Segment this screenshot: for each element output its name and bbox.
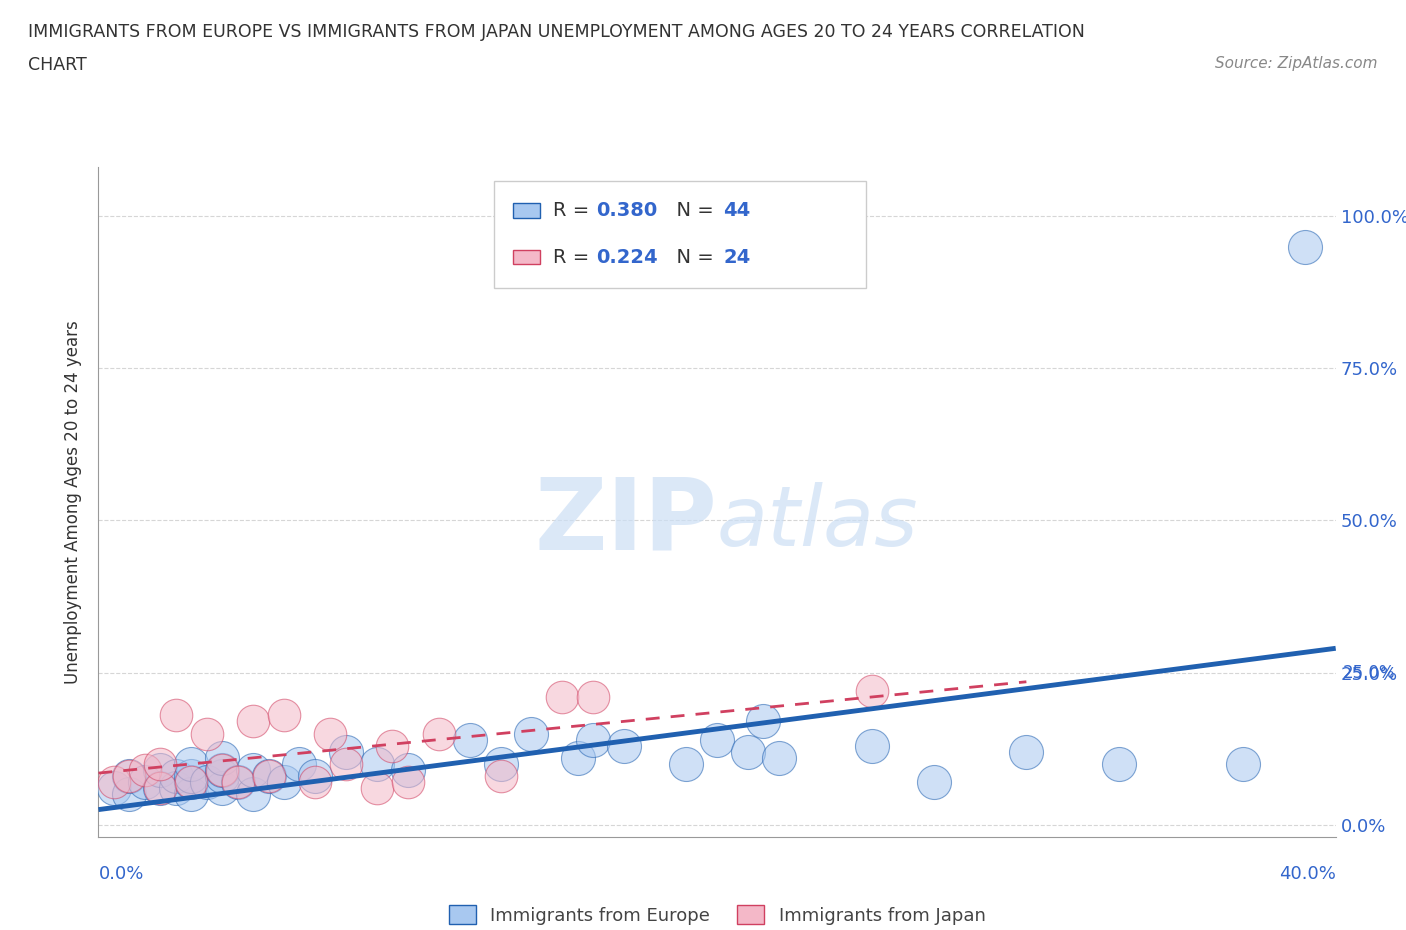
Point (1108, 756, 1130, 771)
Point (180, 787, 202, 802)
Point (582, 732, 605, 747)
Point (860, 684, 883, 698)
Text: atlas: atlas (717, 482, 918, 563)
Point (103, 775, 125, 790)
Text: IMMIGRANTS FROM EUROPE VS IMMIGRANTS FROM JAPAN UNEMPLOYMENT AMONG AGES 20 TO 24: IMMIGRANTS FROM EUROPE VS IMMIGRANTS FRO… (28, 23, 1085, 41)
Point (366, 756, 388, 771)
Point (149, 781, 172, 796)
Point (149, 763, 172, 777)
Point (195, 775, 218, 790)
Point (489, 769, 512, 784)
Point (922, 775, 945, 790)
Point (768, 751, 790, 765)
Point (165, 708, 187, 723)
Text: CHART: CHART (28, 56, 87, 73)
Point (211, 763, 233, 777)
Point (582, 689, 605, 704)
Text: 0.0%: 0.0% (98, 865, 143, 883)
Point (118, 769, 141, 784)
Point (319, 726, 342, 741)
Point (273, 775, 295, 790)
Point (242, 714, 264, 729)
Text: N =: N = (664, 247, 720, 267)
Point (489, 756, 512, 771)
Text: R =: R = (553, 247, 595, 267)
FancyBboxPatch shape (513, 203, 540, 218)
Point (458, 732, 481, 747)
Point (304, 775, 326, 790)
Point (211, 751, 233, 765)
Point (567, 751, 589, 765)
Point (242, 763, 264, 777)
Point (520, 726, 543, 741)
Text: Source: ZipAtlas.com: Source: ZipAtlas.com (1215, 56, 1378, 71)
Point (165, 781, 187, 796)
Point (257, 769, 280, 784)
Y-axis label: Unemployment Among Ages 20 to 24 years: Unemployment Among Ages 20 to 24 years (65, 320, 83, 684)
Text: 0.224: 0.224 (596, 247, 658, 267)
Point (427, 726, 450, 741)
Point (396, 763, 419, 777)
FancyBboxPatch shape (513, 250, 540, 264)
Point (180, 756, 202, 771)
Point (211, 763, 233, 777)
Point (860, 738, 883, 753)
Point (273, 708, 295, 723)
Text: 44: 44 (723, 201, 751, 219)
Point (737, 744, 759, 759)
Point (165, 769, 187, 784)
Point (752, 714, 775, 729)
Point (242, 787, 264, 802)
Point (675, 756, 697, 771)
Point (211, 781, 233, 796)
Point (396, 775, 419, 790)
Text: 40.0%: 40.0% (1279, 865, 1336, 883)
Point (613, 738, 636, 753)
Point (103, 781, 125, 796)
Point (195, 726, 218, 741)
Text: 0.380: 0.380 (596, 201, 657, 219)
Point (335, 756, 357, 771)
Point (304, 769, 326, 784)
Point (226, 775, 249, 790)
Point (118, 787, 141, 802)
Text: N =: N = (664, 201, 720, 219)
Point (366, 781, 388, 796)
Point (149, 756, 172, 771)
Point (180, 775, 202, 790)
Point (134, 775, 156, 790)
Point (118, 769, 141, 784)
Point (381, 738, 404, 753)
Point (180, 769, 202, 784)
Legend: Immigrants from Europe, Immigrants from Japan: Immigrants from Europe, Immigrants from … (441, 898, 993, 930)
Point (1232, 756, 1254, 771)
Point (226, 775, 249, 790)
Text: ZIP: ZIP (534, 473, 717, 571)
Point (180, 775, 202, 790)
Text: R =: R = (553, 201, 595, 219)
Point (551, 689, 574, 704)
FancyBboxPatch shape (495, 180, 866, 288)
Point (1015, 744, 1038, 759)
Point (149, 781, 172, 796)
Point (335, 744, 357, 759)
Text: 25.0%: 25.0% (1343, 664, 1395, 682)
Text: 24: 24 (723, 247, 751, 267)
Point (211, 769, 233, 784)
Point (134, 763, 156, 777)
Point (257, 769, 280, 784)
Point (288, 756, 311, 771)
Point (706, 732, 728, 747)
Point (1294, 239, 1316, 254)
